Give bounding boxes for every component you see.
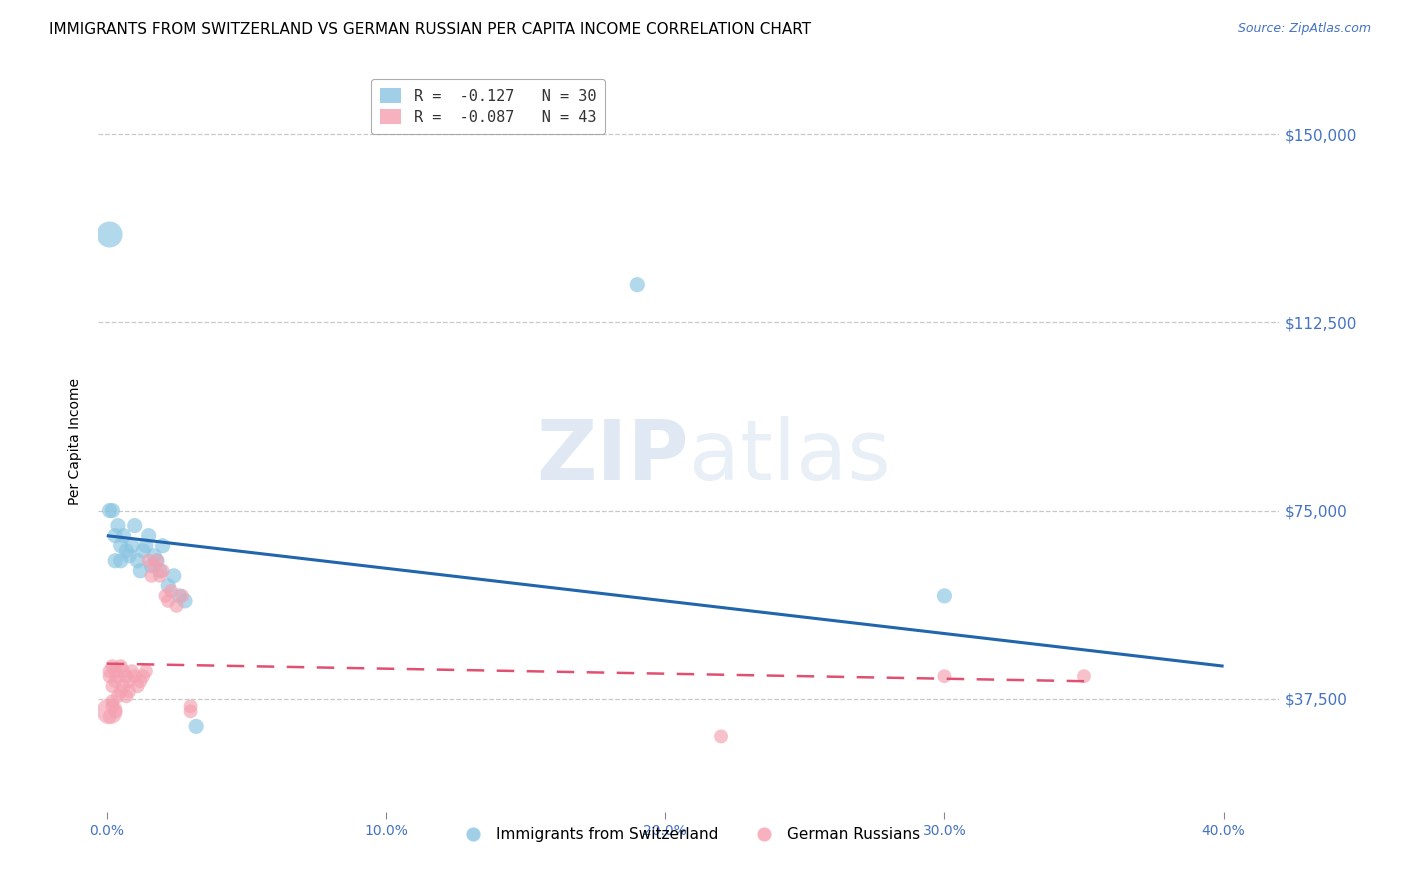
Point (710, 730, 733, 744)
Point (101, 694, 124, 708)
Point (157, 579, 180, 593)
Point (143, 558, 166, 573)
Point (135, 664, 157, 678)
Point (101, 699, 124, 714)
Text: ZIP: ZIP (537, 416, 689, 497)
Point (135, 539, 157, 553)
Point (115, 669, 138, 683)
Point (98, 669, 121, 683)
Legend: Immigrants from Switzerland, German Russians: Immigrants from Switzerland, German Russ… (451, 822, 927, 848)
Point (115, 543, 138, 558)
Point (118, 549, 141, 563)
Point (132, 669, 155, 683)
Point (124, 518, 146, 533)
Point (107, 690, 129, 704)
Point (146, 554, 169, 568)
Point (149, 564, 172, 578)
Point (112, 529, 135, 543)
Point (163, 569, 186, 583)
Point (129, 564, 152, 578)
Point (160, 583, 183, 598)
Point (110, 684, 132, 698)
Point (121, 664, 143, 678)
Point (166, 599, 188, 613)
Point (141, 569, 163, 583)
Point (180, 704, 202, 718)
Point (626, 277, 648, 292)
Point (115, 690, 138, 704)
Point (107, 518, 129, 533)
Point (121, 539, 143, 553)
Point (934, 589, 956, 603)
Point (155, 589, 177, 603)
Point (180, 699, 202, 714)
Point (129, 674, 152, 689)
Point (104, 674, 127, 689)
Text: IMMIGRANTS FROM SWITZERLAND VS GERMAN RUSSIAN PER CAPITA INCOME CORRELATION CHAR: IMMIGRANTS FROM SWITZERLAND VS GERMAN RU… (49, 22, 811, 37)
Point (146, 554, 169, 568)
Point (118, 674, 141, 689)
Point (149, 569, 172, 583)
Text: Source: ZipAtlas.com: Source: ZipAtlas.com (1237, 22, 1371, 36)
Point (98, 503, 121, 517)
Point (169, 589, 191, 603)
Point (98, 227, 121, 242)
Point (98, 709, 121, 723)
Point (124, 669, 146, 683)
Point (1073, 669, 1095, 683)
Point (101, 659, 124, 673)
Point (112, 664, 135, 678)
Point (934, 669, 956, 683)
Point (110, 539, 132, 553)
Point (152, 539, 174, 553)
Point (107, 669, 129, 683)
Point (110, 554, 132, 568)
Point (104, 529, 127, 543)
Point (98, 704, 121, 718)
Point (138, 529, 160, 543)
Point (143, 549, 166, 563)
Point (101, 679, 124, 693)
Y-axis label: Per Capita Income: Per Capita Income (69, 378, 83, 505)
Point (98, 664, 121, 678)
Point (118, 684, 141, 698)
Point (152, 564, 174, 578)
Point (138, 554, 160, 568)
Point (141, 558, 163, 573)
Point (127, 679, 149, 693)
Text: atlas: atlas (689, 416, 890, 497)
Point (110, 659, 132, 673)
Point (104, 704, 127, 718)
Point (101, 503, 124, 517)
Point (157, 594, 180, 608)
Point (104, 664, 127, 678)
Point (104, 554, 127, 568)
Point (112, 679, 135, 693)
Point (127, 554, 149, 568)
Point (132, 543, 155, 558)
Point (174, 594, 197, 608)
Point (186, 719, 208, 733)
Point (172, 589, 194, 603)
